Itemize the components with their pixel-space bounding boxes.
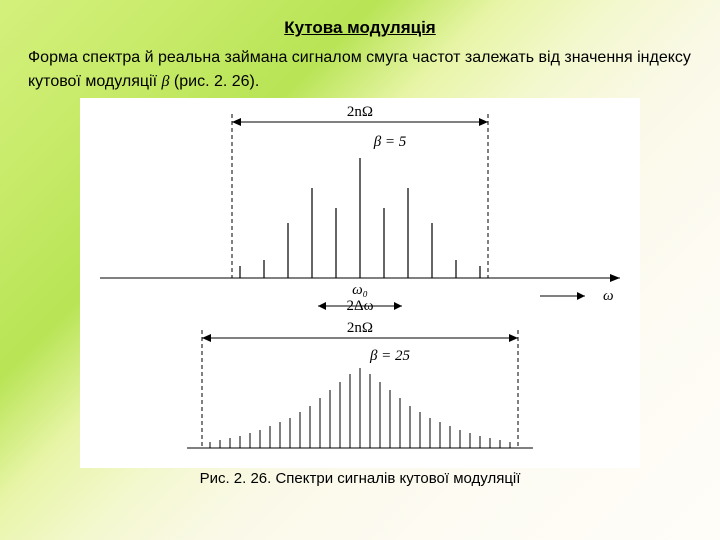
intro-paragraph: Форма спектра й реальна займана сигналом… [0, 38, 720, 94]
figure-caption: Рис. 2. 26. Спектри сигналів кутової мод… [0, 470, 720, 487]
svg-text:β = 5: β = 5 [373, 134, 407, 150]
svg-text:ω: ω [603, 288, 614, 304]
paragraph-text-2: (рис. 2. 26). [169, 73, 259, 90]
svg-text:ω₀: ω₀ [352, 282, 368, 298]
page-title: Кутова модуляція [0, 0, 720, 38]
figure-container: 2nΩβ = 5ω₀2Δωω2nΩβ = 25 [80, 98, 640, 468]
svg-text:β = 25: β = 25 [369, 348, 411, 364]
svg-text:2nΩ: 2nΩ [347, 320, 373, 336]
svg-text:2Δω: 2Δω [346, 298, 373, 314]
svg-text:2nΩ: 2nΩ [347, 104, 373, 120]
paragraph-text-1: Форма спектра й реальна займана сигналом… [28, 49, 691, 90]
spectrum-figure: 2nΩβ = 5ω₀2Δωω2nΩβ = 25 [80, 98, 640, 468]
